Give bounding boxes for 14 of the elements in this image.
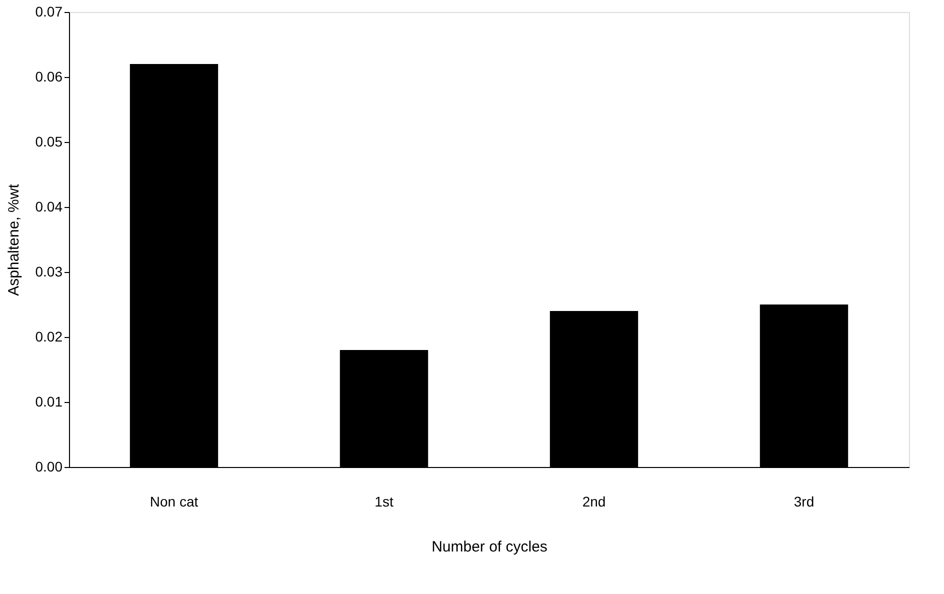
y-axis-title: Asphaltene, %wt <box>5 183 22 296</box>
x-tick-label: 3rd <box>794 494 814 510</box>
y-tick-label: 0.03 <box>35 264 63 280</box>
y-tick-label: 0.04 <box>35 198 63 214</box>
y-tick-label: 0.01 <box>35 394 63 410</box>
y-tick-label: 0.06 <box>35 68 63 84</box>
x-tick-label: 2nd <box>582 494 606 510</box>
x-tick-label: Non cat <box>150 494 198 510</box>
y-tick-label: 0.07 <box>35 4 63 20</box>
x-tick-label: 1st <box>374 494 394 510</box>
y-tick-label: 0.00 <box>35 458 63 474</box>
y-tick-label: 0.05 <box>35 134 63 150</box>
y-tick-label: 0.02 <box>35 328 63 344</box>
x-axis-title: Number of cycles <box>432 538 548 556</box>
